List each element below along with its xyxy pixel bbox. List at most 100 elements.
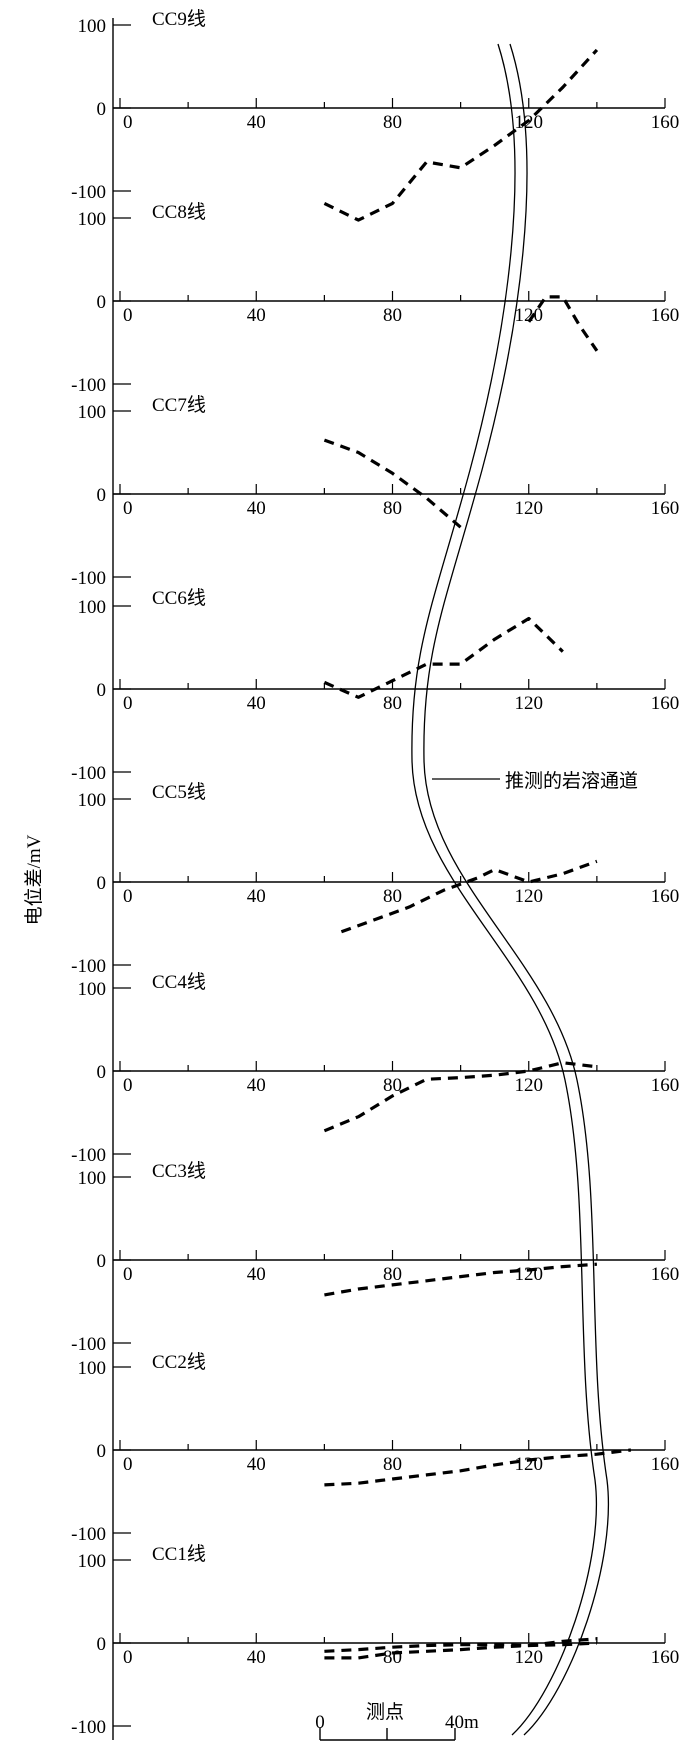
series-line bbox=[340, 859, 598, 934]
x-tick-label: 0 bbox=[123, 1454, 133, 1475]
series-line bbox=[324, 1641, 597, 1653]
x-tick-label: 160 bbox=[651, 886, 680, 907]
y-tick-label: -100 bbox=[71, 182, 106, 203]
series-line bbox=[323, 438, 462, 529]
series-line bbox=[324, 1637, 598, 1660]
series-name-label: CC7线 bbox=[152, 394, 206, 416]
x-tick-label: 40 bbox=[247, 112, 266, 133]
series-name-label: CC6线 bbox=[152, 587, 206, 609]
y-tick-label: -100 bbox=[71, 375, 106, 396]
x-tick-label: 160 bbox=[651, 1264, 680, 1285]
series-name-label: CC5线 bbox=[152, 781, 206, 803]
y-tick-label: 100 bbox=[78, 209, 107, 230]
y-tick-label: 0 bbox=[97, 485, 107, 506]
x-tick-label: 80 bbox=[383, 886, 402, 907]
y-tick-label: -100 bbox=[71, 763, 106, 784]
x-tick-label: 0 bbox=[123, 886, 133, 907]
y-tick-label: 100 bbox=[78, 1168, 107, 1189]
x-tick-label: 0 bbox=[123, 112, 133, 133]
x-tick-label: 160 bbox=[651, 498, 680, 519]
x-tick-label: 0 bbox=[123, 1647, 133, 1668]
channel-annotation: 推测的岩溶通道 bbox=[505, 770, 638, 792]
x-axis-title: 测点 bbox=[366, 1701, 404, 1723]
x-tick-label: 40 bbox=[247, 1075, 266, 1096]
series-name-label: CC4线 bbox=[152, 971, 206, 993]
y-tick-label: -100 bbox=[71, 568, 106, 589]
x-tick-label: 40 bbox=[247, 305, 266, 326]
series-line bbox=[324, 1448, 632, 1487]
x-tick-label: 40 bbox=[247, 693, 266, 714]
x-tick-label: 40 bbox=[247, 498, 266, 519]
series-name-label: CC9线 bbox=[152, 8, 206, 30]
series-name-label: CC3线 bbox=[152, 1160, 206, 1182]
y-tick-label: 0 bbox=[97, 1251, 107, 1272]
series-line bbox=[323, 1061, 598, 1133]
x-tick-label: 0 bbox=[123, 1264, 133, 1285]
y-tick-label: -100 bbox=[71, 1717, 106, 1738]
y-tick-label: 0 bbox=[97, 1634, 107, 1655]
x-tick-label: 120 bbox=[515, 1647, 544, 1668]
x-tick-label: 80 bbox=[383, 1075, 402, 1096]
x-tick-label: 0 bbox=[123, 1075, 133, 1096]
karst-channel-right-edge bbox=[423, 43, 609, 1736]
y-tick-label: 0 bbox=[97, 1441, 107, 1462]
y-tick-label: 0 bbox=[97, 680, 107, 701]
x-tick-label: 160 bbox=[651, 1075, 680, 1096]
y-tick-label: 100 bbox=[78, 979, 107, 1000]
y-tick-label: 0 bbox=[97, 1062, 107, 1083]
series-name-label: CC8线 bbox=[152, 201, 206, 223]
y-tick-label: -100 bbox=[71, 1334, 106, 1355]
x-tick-label: 120 bbox=[515, 1454, 544, 1475]
x-tick-label: 80 bbox=[383, 1454, 402, 1475]
x-tick-label: 80 bbox=[383, 1647, 402, 1668]
x-tick-label: 160 bbox=[651, 305, 680, 326]
x-tick-label: 120 bbox=[515, 305, 544, 326]
y-tick-label: 100 bbox=[78, 790, 107, 811]
y-tick-label: 100 bbox=[78, 1551, 107, 1572]
karst-channel-layer bbox=[319, 43, 609, 1741]
series-line bbox=[324, 1262, 598, 1297]
y-tick-label: -100 bbox=[71, 956, 106, 977]
y-tick-label: -100 bbox=[71, 1145, 106, 1166]
x-tick-label: 40 bbox=[247, 1454, 266, 1475]
x-tick-label: 160 bbox=[651, 693, 680, 714]
y-tick-label: -100 bbox=[71, 1524, 106, 1545]
x-tick-label: 40 bbox=[247, 886, 266, 907]
x-tick-label: 0 bbox=[123, 305, 133, 326]
x-tick-label: 80 bbox=[383, 305, 402, 326]
y-tick-label: 0 bbox=[97, 873, 107, 894]
x-tick-label: 160 bbox=[651, 1647, 680, 1668]
series-layer: CC9线 CC8线 CC7线 CC6线 CC5线 CC4线 CC3线 CC2线 CC1线 bbox=[152, 8, 632, 1660]
y-tick-label: 100 bbox=[78, 1358, 107, 1379]
x-tick-label: 120 bbox=[515, 693, 544, 714]
x-tick-label: 120 bbox=[515, 1264, 544, 1285]
x-tick-label: 80 bbox=[383, 1264, 402, 1285]
series-name-label: CC2线 bbox=[152, 1351, 206, 1373]
y-tick-label: 100 bbox=[78, 597, 107, 618]
scale-bar-start-label: 0 bbox=[315, 1712, 325, 1733]
y-axis-title: 电位差/mV bbox=[23, 834, 45, 925]
x-tick-label: 120 bbox=[515, 1075, 544, 1096]
karst-channel-left-edge bbox=[411, 43, 597, 1736]
scale-bar-end-label: 40m bbox=[445, 1712, 479, 1733]
x-tick-label: 80 bbox=[383, 498, 402, 519]
axes-layer: 100 0 -100 0 40 80 120 160 100 0 -100 0 40 80 120 160 10… bbox=[71, 16, 679, 1740]
x-tick-label: 80 bbox=[383, 693, 402, 714]
x-tick-label: 120 bbox=[515, 498, 544, 519]
x-tick-label: 80 bbox=[383, 112, 402, 133]
text-layer: 电位差/mV 测点 推测的岩溶通道 0 40m bbox=[23, 770, 638, 1733]
series-line bbox=[323, 48, 599, 222]
x-tick-label: 120 bbox=[515, 886, 544, 907]
series-name-label: CC1线 bbox=[152, 1543, 206, 1565]
series-line bbox=[527, 295, 599, 352]
y-tick-label: 0 bbox=[97, 99, 107, 120]
x-tick-label: 40 bbox=[247, 1264, 266, 1285]
series-line bbox=[323, 616, 564, 699]
x-tick-label: 0 bbox=[123, 693, 133, 714]
y-tick-label: 100 bbox=[78, 16, 107, 37]
x-tick-label: 0 bbox=[123, 498, 133, 519]
y-tick-label: 0 bbox=[97, 292, 107, 313]
x-tick-label: 40 bbox=[247, 1647, 266, 1668]
